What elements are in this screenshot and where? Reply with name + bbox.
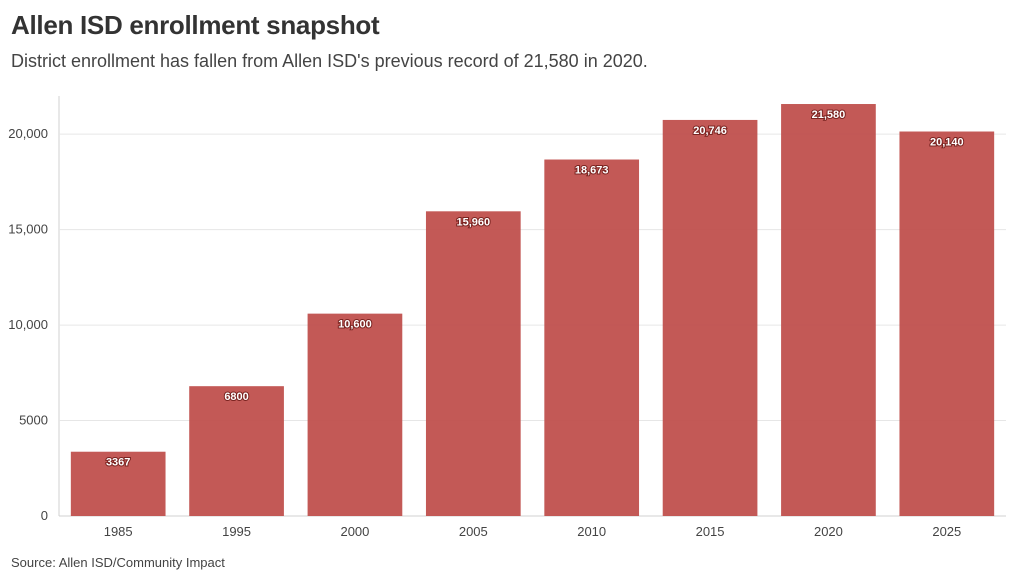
data-label: 20,746 — [693, 125, 727, 137]
x-tick-label: 2025 — [932, 524, 961, 539]
data-label: 20,140 — [930, 137, 964, 149]
y-tick-label: 20,000 — [8, 126, 48, 141]
bar — [425, 211, 521, 517]
data-label: 3367 — [106, 457, 130, 469]
bar — [307, 313, 403, 516]
data-label: 15,960 — [456, 216, 490, 228]
y-axis: 0 5000 10,000 15,000 20,000 — [8, 126, 48, 523]
chart-subtitle: District enrollment has fallen from Alle… — [11, 51, 648, 71]
bar — [662, 119, 758, 516]
x-tick-label: 2010 — [577, 524, 606, 539]
y-tick-label: 10,000 — [8, 317, 48, 332]
bar — [544, 159, 640, 517]
data-label: 21,580 — [812, 109, 846, 121]
x-tick-label: 1995 — [222, 524, 251, 539]
x-tick-label: 2020 — [814, 524, 843, 539]
x-tick-label: 2005 — [459, 524, 488, 539]
y-tick-label: 15,000 — [8, 222, 48, 237]
data-label: 18,673 — [575, 165, 609, 177]
y-tick-label: 5000 — [19, 413, 48, 428]
chart-title: Allen ISD enrollment snapshot — [11, 10, 380, 40]
data-label: 10,600 — [338, 319, 372, 331]
bar — [781, 104, 876, 516]
y-tick-label: 0 — [41, 508, 48, 523]
bar — [189, 386, 284, 516]
bar — [70, 451, 166, 516]
x-axis: 1985 1995 2000 2005 2010 2015 2020 2025 — [104, 524, 962, 539]
data-label: 6800 — [224, 391, 248, 403]
data-labels: 3367 6800 10,600 15,960 18,673 20,746 21,580 20… — [105, 108, 965, 470]
bars — [70, 104, 995, 517]
x-tick-label: 1985 — [104, 524, 133, 539]
bar — [899, 131, 995, 516]
x-tick-label: 2015 — [696, 524, 725, 539]
source-note: Source: Allen ISD/Community Impact — [11, 555, 225, 570]
x-tick-label: 2000 — [340, 524, 369, 539]
